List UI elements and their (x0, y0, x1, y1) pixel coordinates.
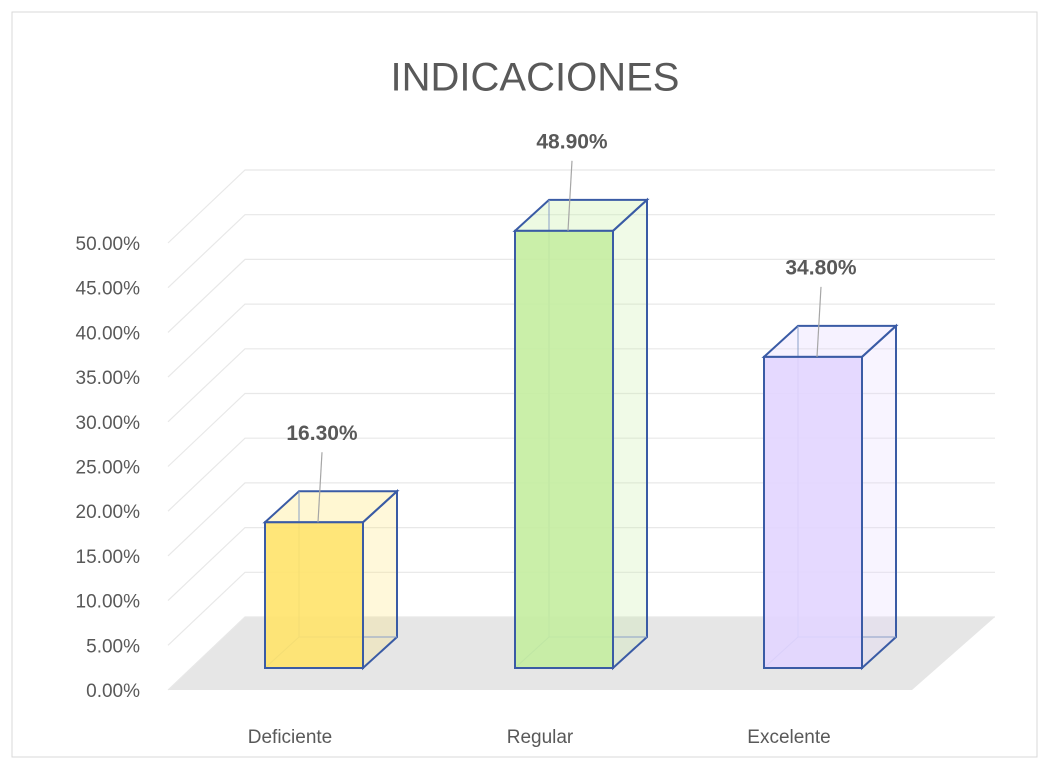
chart-title: INDICACIONES (391, 56, 680, 100)
grid-line (167, 482, 995, 557)
data-label: 16.30% (286, 422, 358, 445)
x-tick-label: Regular (507, 727, 574, 748)
leader-line (816, 286, 822, 357)
bar-side (861, 323, 897, 671)
bar (264, 521, 364, 670)
y-tick-label: 45.00% (76, 279, 141, 300)
y-tick-label: 10.00% (76, 592, 141, 613)
grid-line (167, 392, 995, 467)
x-tick-label: Deficiente (248, 727, 333, 748)
y-tick-label: 5.00% (86, 636, 140, 657)
y-tick-label: 35.00% (76, 368, 141, 389)
grid-line (167, 258, 995, 333)
y-tick-label: 25.00% (76, 458, 141, 479)
bar-side (612, 197, 648, 671)
data-label: 34.80% (785, 256, 857, 279)
grid-line (167, 303, 995, 378)
bar (514, 229, 614, 669)
y-tick-label: 0.00% (86, 681, 140, 702)
grid-line (167, 169, 995, 244)
y-tick-label: 20.00% (76, 502, 141, 523)
leader-line (567, 160, 573, 231)
data-label: 48.90% (536, 130, 608, 153)
grid-line (167, 214, 995, 289)
grid-line (167, 348, 995, 423)
grid-line (167, 571, 995, 646)
grid-line (167, 437, 995, 512)
grid-line (167, 527, 995, 602)
y-tick-label: 40.00% (76, 323, 141, 344)
y-tick-label: 15.00% (76, 547, 141, 568)
y-tick-label: 30.00% (76, 413, 141, 434)
y-tick-label: 50.00% (76, 234, 141, 255)
bar (763, 355, 863, 669)
leader-line (317, 452, 323, 523)
grid-line (167, 616, 995, 691)
x-tick-label: Excelente (747, 727, 830, 748)
